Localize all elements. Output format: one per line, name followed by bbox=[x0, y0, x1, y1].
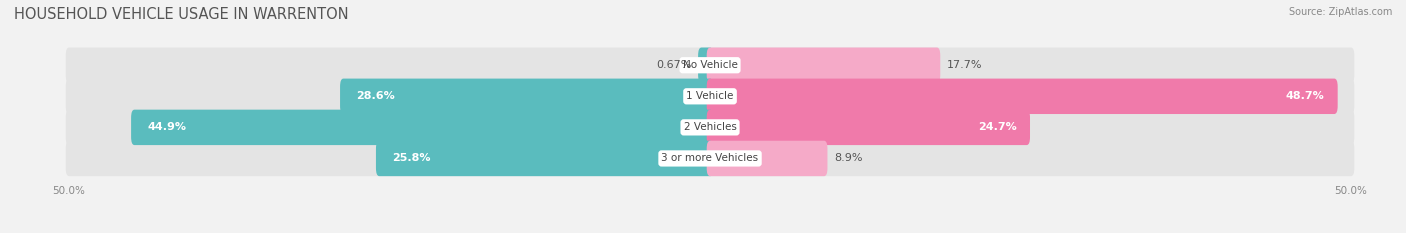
Text: 28.6%: 28.6% bbox=[356, 91, 395, 101]
FancyBboxPatch shape bbox=[707, 110, 1031, 145]
Text: 48.7%: 48.7% bbox=[1285, 91, 1324, 101]
Legend: Owner-occupied, Renter-occupied: Owner-occupied, Renter-occupied bbox=[591, 230, 830, 233]
Text: 25.8%: 25.8% bbox=[392, 154, 430, 163]
Text: No Vehicle: No Vehicle bbox=[682, 60, 738, 70]
Text: 1 Vehicle: 1 Vehicle bbox=[686, 91, 734, 101]
Text: 0.67%: 0.67% bbox=[655, 60, 692, 70]
FancyBboxPatch shape bbox=[707, 79, 1337, 114]
Text: 2 Vehicles: 2 Vehicles bbox=[683, 122, 737, 132]
FancyBboxPatch shape bbox=[340, 79, 713, 114]
FancyBboxPatch shape bbox=[707, 48, 941, 83]
FancyBboxPatch shape bbox=[699, 48, 713, 83]
FancyBboxPatch shape bbox=[375, 141, 713, 176]
FancyBboxPatch shape bbox=[66, 79, 1354, 114]
FancyBboxPatch shape bbox=[66, 110, 1354, 145]
Text: 44.9%: 44.9% bbox=[148, 122, 186, 132]
Text: 8.9%: 8.9% bbox=[834, 154, 863, 163]
Text: Source: ZipAtlas.com: Source: ZipAtlas.com bbox=[1288, 7, 1392, 17]
FancyBboxPatch shape bbox=[131, 110, 713, 145]
FancyBboxPatch shape bbox=[66, 48, 1354, 83]
Text: HOUSEHOLD VEHICLE USAGE IN WARRENTON: HOUSEHOLD VEHICLE USAGE IN WARRENTON bbox=[14, 7, 349, 22]
FancyBboxPatch shape bbox=[707, 141, 828, 176]
Text: 17.7%: 17.7% bbox=[948, 60, 983, 70]
Text: 3 or more Vehicles: 3 or more Vehicles bbox=[661, 154, 759, 163]
Text: 24.7%: 24.7% bbox=[977, 122, 1017, 132]
FancyBboxPatch shape bbox=[66, 141, 1354, 176]
